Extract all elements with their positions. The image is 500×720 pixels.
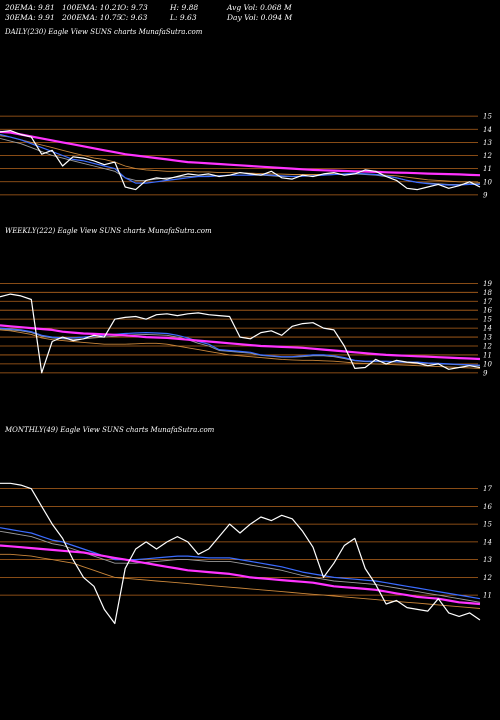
- weekly-y-tick-label: 16: [483, 307, 492, 315]
- header-high: H: 9.88: [170, 3, 199, 12]
- weekly-ema-magenta-line: [0, 324, 481, 361]
- header-dayvol: Day Vol: 0.094 M: [227, 13, 293, 22]
- header-ema20: 20EMA: 9.81: [5, 3, 55, 12]
- monthly-y-tick-label: 15: [483, 521, 492, 529]
- weekly-ema-blue-line: [0, 327, 481, 366]
- monthly-y-tick-label: 12: [483, 574, 492, 582]
- monthly-ema-orange-line: [0, 553, 481, 609]
- monthly-ema-magenta-line: [0, 544, 481, 606]
- daily-y-tick-label: 10: [483, 178, 492, 186]
- weekly-price-line: [0, 293, 481, 374]
- daily-y-tick-label: 11: [483, 165, 492, 173]
- header-close: C: 9.63: [120, 13, 148, 22]
- monthly-y-tick-label: 17: [483, 485, 492, 493]
- weekly-y-tick-label: 18: [483, 289, 492, 297]
- weekly-y-tick-label: 10: [483, 360, 492, 368]
- weekly-y-tick-label: 11: [483, 351, 492, 359]
- header-low: L: 9.63: [170, 13, 197, 22]
- weekly-y-tick-label: 9: [483, 369, 488, 377]
- monthly-y-tick-label: 16: [483, 503, 492, 511]
- monthly-price-line: [0, 482, 481, 625]
- header-ema200: 200EMA: 10.75: [62, 13, 122, 22]
- header-ema100: 100EMA: 10.21: [62, 3, 122, 12]
- monthly-y-tick-label: 11: [483, 592, 492, 600]
- weekly-y-tick-label: 19: [483, 280, 492, 288]
- monthly-panel-title: MONTHLY(49) Eagle View SUNS charts Munaf…: [5, 426, 215, 434]
- weekly-panel-title: WEEKLY(222) Eagle View SUNS charts Munaf…: [5, 227, 212, 235]
- monthly-y-tick-label: 13: [483, 556, 492, 564]
- daily-price-line: [0, 130, 481, 191]
- weekly-y-tick-label: 12: [483, 343, 492, 351]
- header-open: O: 9.73: [120, 3, 148, 12]
- monthly-ema-blue-line: [0, 527, 481, 600]
- daily-y-tick-label: 14: [483, 126, 492, 134]
- weekly-y-tick-label: 13: [483, 334, 492, 342]
- weekly-ema-orange-line: [0, 329, 481, 369]
- header-ema30: 30EMA: 9.91: [5, 13, 55, 22]
- daily-y-tick-label: 13: [483, 139, 492, 147]
- daily-panel-title: DAILY(230) Eagle View SUNS charts Munafa…: [5, 28, 203, 36]
- daily-ema-magenta-line: [0, 130, 481, 177]
- daily-y-tick-label: 9: [483, 191, 488, 199]
- header-avgvol: Avg Vol: 0.068 M: [227, 3, 292, 12]
- daily-y-tick-label: 15: [483, 113, 492, 121]
- weekly-y-tick-label: 14: [483, 325, 492, 333]
- daily-ema-blue-line: [0, 133, 480, 186]
- weekly-ema-gray-line: [0, 328, 481, 367]
- daily-y-tick-label: 12: [483, 152, 492, 160]
- monthly-y-tick-label: 14: [483, 538, 492, 546]
- weekly-y-tick-label: 15: [483, 316, 492, 324]
- weekly-y-tick-label: 17: [483, 298, 492, 306]
